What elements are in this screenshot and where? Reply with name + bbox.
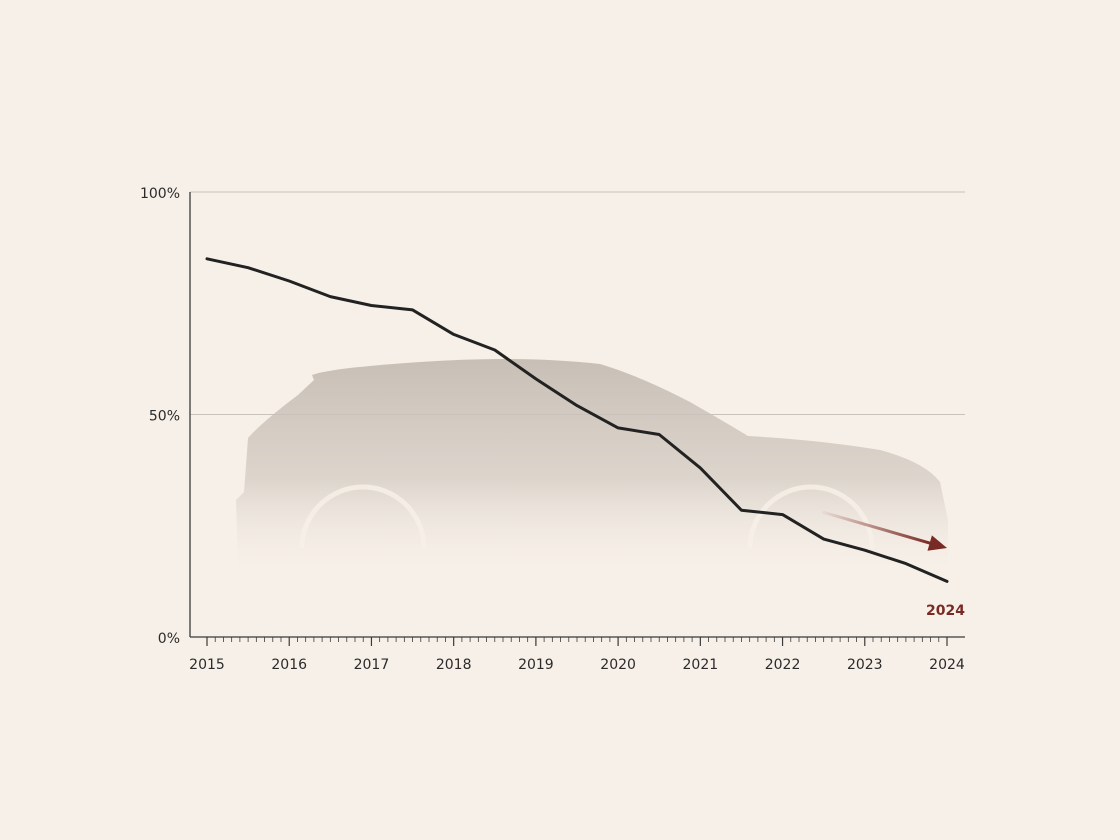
y-tick-label: 0%: [158, 631, 180, 647]
y-axis-ticks: 0% 50% 100%: [140, 186, 180, 647]
x-tick-label: 2021: [683, 657, 719, 673]
x-tick-label: 2020: [600, 657, 636, 673]
x-tick-label: 2017: [354, 657, 390, 673]
annotation-label: 2024: [926, 603, 965, 619]
y-tick-label: 100%: [140, 186, 180, 202]
x-tick-label: 2024: [929, 657, 965, 673]
x-tick-label: 2019: [518, 657, 554, 673]
trend-arrow-line: [822, 510, 932, 545]
trend-annotation: 2024: [822, 510, 965, 619]
y-tick-label: 50%: [149, 409, 180, 425]
x-tick-label: 2023: [847, 657, 883, 673]
x-tick-label: 2022: [765, 657, 801, 673]
axes: [189, 192, 965, 638]
x-tick-label: 2018: [436, 657, 472, 673]
x-tick-label: 2015: [189, 657, 225, 673]
series-layer: [205, 257, 949, 583]
car-silhouette-icon: [236, 358, 948, 580]
x-axis-ticks: 2015 2016 2017 2018 2019 2020 2021 2022 2023 2024: [189, 637, 965, 673]
trend-arrow-head: [927, 535, 947, 551]
x-tick-label: 2016: [271, 657, 307, 673]
series-line-0: [205, 257, 949, 583]
gridlines: [190, 191, 965, 415]
